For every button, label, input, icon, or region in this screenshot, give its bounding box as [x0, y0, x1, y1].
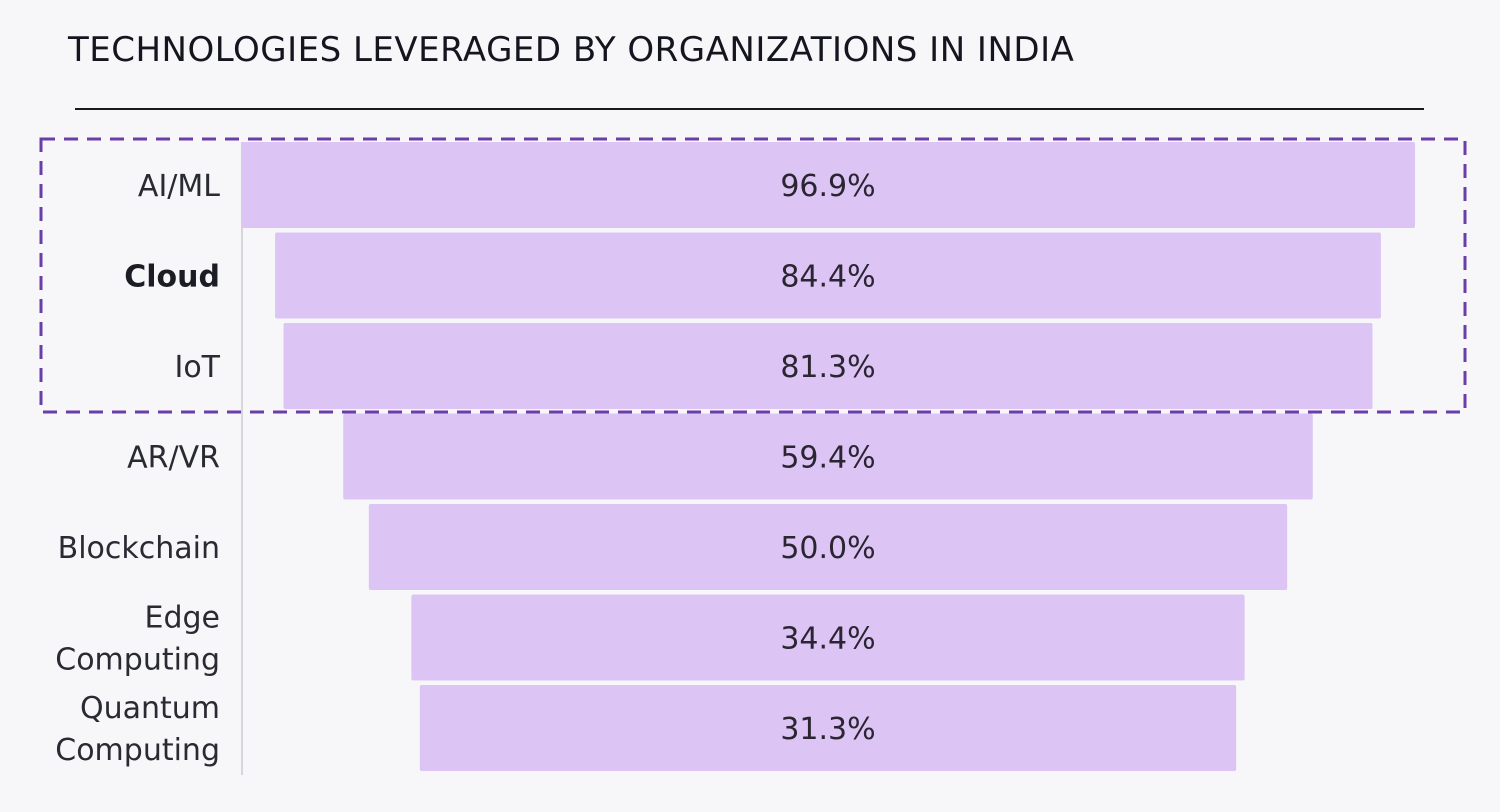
value-label: 31.3% — [780, 712, 875, 747]
bar-quantum-computing — [419, 685, 1237, 771]
category-label-line: Cloud — [124, 260, 220, 295]
value-label: 84.4% — [780, 260, 875, 295]
category-label-line: Blockchain — [58, 531, 220, 566]
value-label: 34.4% — [780, 622, 875, 657]
category-label: Blockchain — [58, 531, 220, 566]
bar-iot — [283, 323, 1373, 409]
category-label-line: Edge — [145, 601, 221, 636]
bar-blockchain — [368, 504, 1288, 590]
category-label-line: AR/VR — [127, 441, 220, 476]
bar-ar-vr — [343, 413, 1313, 500]
category-label-line: AI/ML — [138, 169, 220, 204]
category-labels-group: AI/ML Cloud IoT AR/VR Blockchain Edge Computin… — [55, 169, 220, 768]
category-label-line: Quantum — [80, 691, 220, 726]
bars-group — [241, 142, 1415, 771]
value-label: 96.9% — [780, 169, 875, 204]
value-label: 59.4% — [780, 441, 875, 476]
bar-ai-ml — [241, 142, 1415, 228]
value-label: 50.0% — [780, 531, 875, 566]
category-label-line: Computing — [55, 733, 220, 768]
category-label: AI/ML — [138, 169, 220, 204]
value-labels-group: 96.9% 84.4% 81.3% 59.4% 50.0% 34.4% 31.3% — [780, 169, 875, 747]
bar-edge-computing — [411, 594, 1245, 681]
category-label: IoT — [174, 350, 220, 385]
category-label: Cloud — [124, 260, 220, 295]
category-label-line: IoT — [174, 350, 220, 385]
category-label-line: Computing — [55, 643, 220, 678]
category-label: Quantum Computing — [55, 691, 220, 768]
chart-title: TECHNOLOGIES LEVERAGED BY ORGANIZATIONS … — [68, 30, 1075, 70]
value-label: 81.3% — [780, 350, 875, 385]
category-label: AR/VR — [127, 441, 220, 476]
bar-cloud — [275, 232, 1381, 319]
category-label: Edge Computing — [55, 601, 220, 678]
